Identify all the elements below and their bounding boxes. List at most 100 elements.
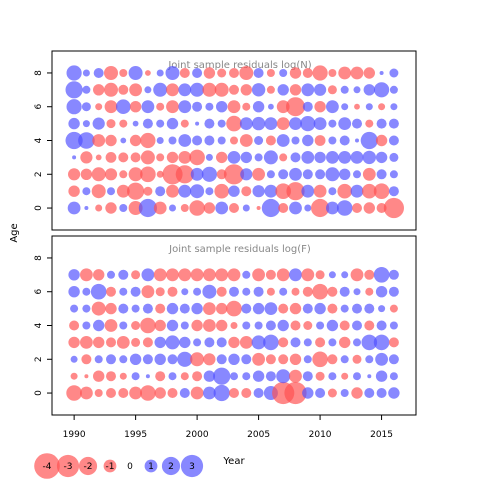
bubble-bottom-2015-age7 bbox=[373, 267, 390, 283]
bubble-top-2010-age1 bbox=[313, 184, 327, 198]
bubble-bottom-2010-age7 bbox=[315, 270, 325, 280]
bubble-top-1995-age4 bbox=[129, 134, 142, 147]
bubble-top-1993-age7 bbox=[104, 82, 118, 97]
legend-label-3: 3 bbox=[189, 462, 195, 472]
bubble-bottom-2002-age1 bbox=[213, 367, 231, 385]
bubble-top-2014-age5 bbox=[365, 119, 374, 128]
bubble-bottom-2003-age4 bbox=[230, 322, 238, 329]
bubble-bottom-2009-age3 bbox=[303, 338, 312, 347]
bubble-top-2005-age8 bbox=[253, 68, 264, 78]
bubble-top-1996-age5 bbox=[142, 118, 153, 129]
bubble-top-2011-age1 bbox=[328, 187, 337, 196]
bubble-top-2010-age5 bbox=[313, 117, 327, 130]
bubble-top-1992-age1 bbox=[91, 184, 106, 199]
bubble-top-1996-age0 bbox=[138, 198, 157, 218]
bubble-bottom-1998-age4 bbox=[166, 319, 179, 332]
bubble-bottom-2011-age4 bbox=[326, 319, 339, 332]
legend-label--4: -4 bbox=[43, 462, 52, 472]
bubble-bottom-2004-age5 bbox=[241, 303, 252, 314]
bubble-top-1992-age8 bbox=[93, 68, 104, 78]
bubble-top-2003-age2 bbox=[223, 164, 245, 185]
bubble-top-1993-age3 bbox=[105, 152, 117, 163]
bubble-top-2005-age4 bbox=[254, 136, 264, 145]
bubble-bottom-1994-age1 bbox=[119, 372, 127, 380]
bubble-bottom-2014-age4 bbox=[364, 320, 375, 331]
y-tick-label-bottom-8: 8 bbox=[34, 255, 44, 261]
bubble-bottom-2007-age4 bbox=[277, 319, 289, 332]
bubble-top-2004-age5 bbox=[239, 117, 253, 130]
bubble-bottom-2006-age4 bbox=[265, 320, 276, 331]
bubble-bottom-2011-age2 bbox=[327, 354, 338, 365]
bubble-top-2007-age4 bbox=[276, 134, 290, 147]
bubble-bottom-2010-age0 bbox=[315, 388, 326, 398]
bubble-bottom-1991-age1 bbox=[84, 374, 89, 379]
bubble-bottom-1995-age0 bbox=[129, 386, 143, 400]
bubble-top-1997-age2 bbox=[156, 170, 164, 178]
bubble-bottom-2000-age6 bbox=[193, 287, 202, 296]
y-tick-label-bottom-4: 4 bbox=[34, 322, 44, 328]
bubble-top-1992-age5 bbox=[92, 117, 105, 130]
bubble-top-1991-age0 bbox=[84, 206, 89, 210]
bubble-top-2012-age8 bbox=[338, 66, 352, 80]
bubble-top-2008-age5 bbox=[289, 117, 302, 130]
legend-bubble-3 bbox=[180, 454, 204, 478]
bubble-top-1996-age2 bbox=[140, 166, 156, 183]
bubble-top-2011-age7 bbox=[327, 85, 337, 95]
bubble-bottom-2012-age0 bbox=[340, 389, 349, 397]
bubble-top-2004-age4 bbox=[239, 134, 253, 147]
bubble-bottom-1997-age7 bbox=[153, 268, 167, 282]
bubble-top-2011-age5 bbox=[328, 119, 337, 128]
bubble-bottom-1995-age6 bbox=[130, 286, 141, 297]
bubble-bottom-1991-age0 bbox=[80, 386, 93, 400]
bubble-top-2013-age3 bbox=[350, 151, 364, 164]
bubble-bottom-2010-age2 bbox=[312, 351, 328, 368]
bubble-bottom-1995-age3 bbox=[131, 337, 141, 347]
bubble-bottom-2010-age1 bbox=[315, 371, 325, 381]
bubble-top-1993-age0 bbox=[105, 202, 117, 214]
bubble-bottom-2016-age7 bbox=[388, 269, 399, 280]
bubble-top-1998-age6 bbox=[166, 100, 179, 114]
bubble-bottom-1993-age0 bbox=[106, 388, 116, 398]
bubble-top-1996-age4 bbox=[140, 132, 156, 149]
bubble-bottom-2004-age2 bbox=[241, 354, 252, 365]
bubble-bottom-1993-age2 bbox=[106, 354, 116, 365]
bubble-bottom-2015-age1 bbox=[375, 370, 388, 382]
bubble-bottom-2008-age5 bbox=[289, 302, 302, 315]
bubble-top-1995-age3 bbox=[130, 152, 141, 163]
bubble-top-1997-age7 bbox=[153, 82, 168, 97]
bubble-bottom-2002-age3 bbox=[216, 337, 227, 348]
y-axis-bottom: 0 2 4 6 8 bbox=[34, 255, 52, 396]
y-tick-label-top-6: 6 bbox=[34, 104, 44, 110]
bubble-bottom-2011-age7 bbox=[328, 271, 336, 279]
bubble-top-2008-age0 bbox=[289, 201, 302, 215]
bubble-top-2014-age2 bbox=[362, 167, 376, 181]
bubble-bottom-2005-age5 bbox=[252, 302, 265, 315]
bubble-bottom-1992-age3 bbox=[93, 336, 105, 349]
bubble-top-1991-age1 bbox=[82, 187, 91, 196]
bubble-bottom-2016-age3 bbox=[388, 337, 399, 348]
bubble-top-1992-age0 bbox=[95, 204, 103, 212]
bubble-top-2011-age8 bbox=[328, 69, 337, 77]
residuals-logN-panel: Joint sample residuals log(N) 0 2 4 6 8 bbox=[34, 50, 417, 231]
bubble-top-2013-age5 bbox=[352, 118, 362, 129]
bubble-top-2014-age0 bbox=[363, 202, 375, 214]
legend-bubble--4 bbox=[34, 453, 60, 479]
bubble-top-1997-age1 bbox=[155, 186, 166, 197]
x-tick-label-2005: 2005 bbox=[247, 430, 270, 440]
bubble-bottom-1993-age5 bbox=[105, 302, 117, 315]
bubble-top-2005-age0 bbox=[256, 206, 261, 210]
bubble-top-1999-age5 bbox=[180, 119, 189, 128]
bubble-top-2012-age0 bbox=[336, 200, 353, 216]
bubble-bottom-2013-age0 bbox=[351, 387, 363, 399]
size-legend: -4 -3 -2 -1 0 1 2 3 bbox=[34, 453, 204, 479]
bubble-top-2002-age3 bbox=[216, 151, 228, 164]
bubble-top-2012-age1 bbox=[337, 183, 353, 199]
y-tick-label-top-8: 8 bbox=[34, 70, 44, 76]
bubble-bottom-2000-age2 bbox=[190, 352, 205, 367]
bubble-bottom-2014-age0 bbox=[364, 388, 375, 398]
bubble-top-1992-age7 bbox=[93, 84, 105, 96]
bubble-top-2001-age6 bbox=[205, 102, 214, 111]
bubble-bottom-2009-age4 bbox=[303, 321, 313, 330]
bubble-bottom-1998-age0 bbox=[167, 388, 178, 398]
